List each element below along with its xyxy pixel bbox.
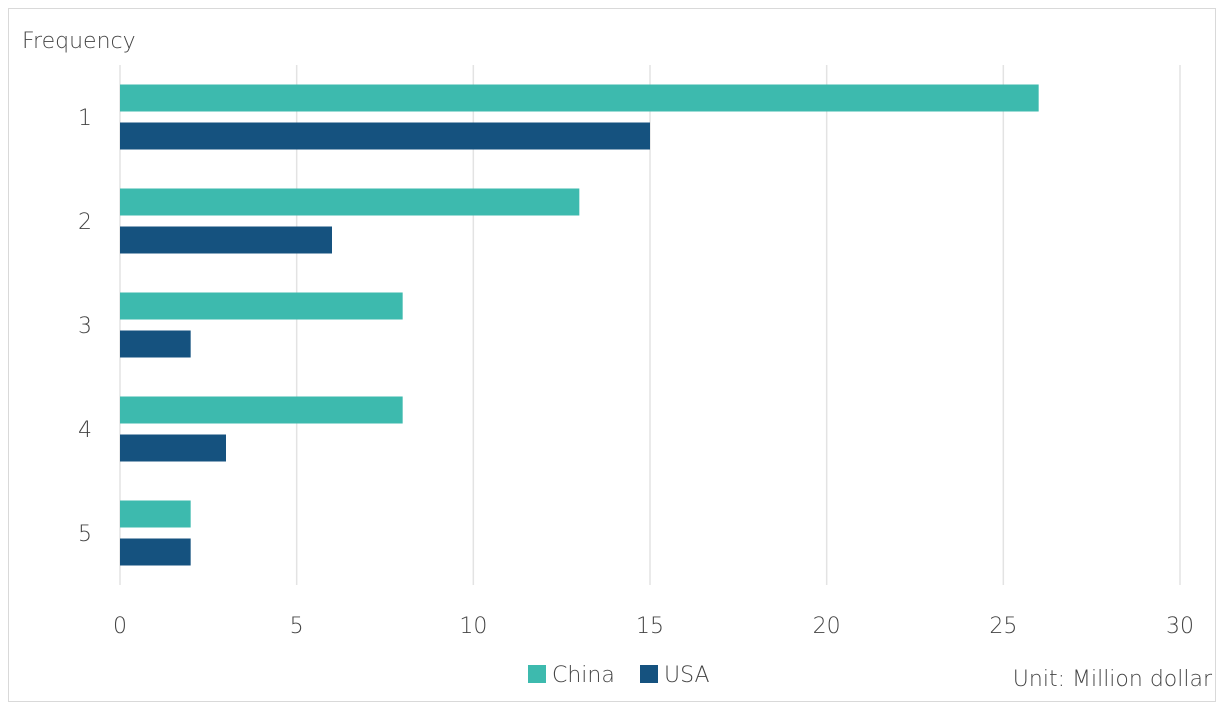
y-tick-label-3: 3 [78, 314, 92, 339]
bar-usa-3 [120, 330, 191, 358]
bar-china-5 [120, 500, 191, 528]
x-tick-label-30: 30 [1166, 614, 1194, 639]
y-tick-label-1: 1 [78, 106, 92, 131]
x-tick-label-0: 0 [113, 614, 127, 639]
x-tick-label-25: 25 [989, 614, 1017, 639]
x-tick-label-10: 10 [459, 614, 487, 639]
legend-swatch-usa [640, 665, 658, 683]
x-tick-label-15: 15 [636, 614, 664, 639]
y-axis-label: Frequency [22, 29, 136, 54]
legend-swatch-china [528, 665, 546, 683]
bar-china-1 [120, 84, 1039, 112]
y-tick-label-5: 5 [78, 522, 92, 547]
x-tick-label-20: 20 [813, 614, 841, 639]
legend-label-china: China [552, 663, 615, 688]
y-tick-labels: 1 2 3 4 5 [78, 106, 92, 547]
bars [120, 84, 1039, 566]
unit-note: Unit: Million dollar [1013, 667, 1213, 692]
y-tick-label-2: 2 [78, 210, 92, 235]
gridlines [119, 65, 1181, 585]
bar-usa-4 [120, 434, 226, 462]
bar-china-2 [120, 188, 580, 216]
x-tick-labels: 0 5 10 15 20 25 30 [113, 614, 1194, 639]
legend-label-usa: USA [664, 663, 710, 688]
bar-usa-2 [120, 226, 332, 254]
legend: China USA [528, 663, 710, 688]
bar-usa-5 [120, 538, 191, 566]
bar-usa-1 [120, 122, 650, 150]
bar-china-3 [120, 292, 403, 320]
y-tick-label-4: 4 [78, 418, 92, 443]
bar-china-4 [120, 396, 403, 424]
x-tick-label-5: 5 [290, 614, 304, 639]
